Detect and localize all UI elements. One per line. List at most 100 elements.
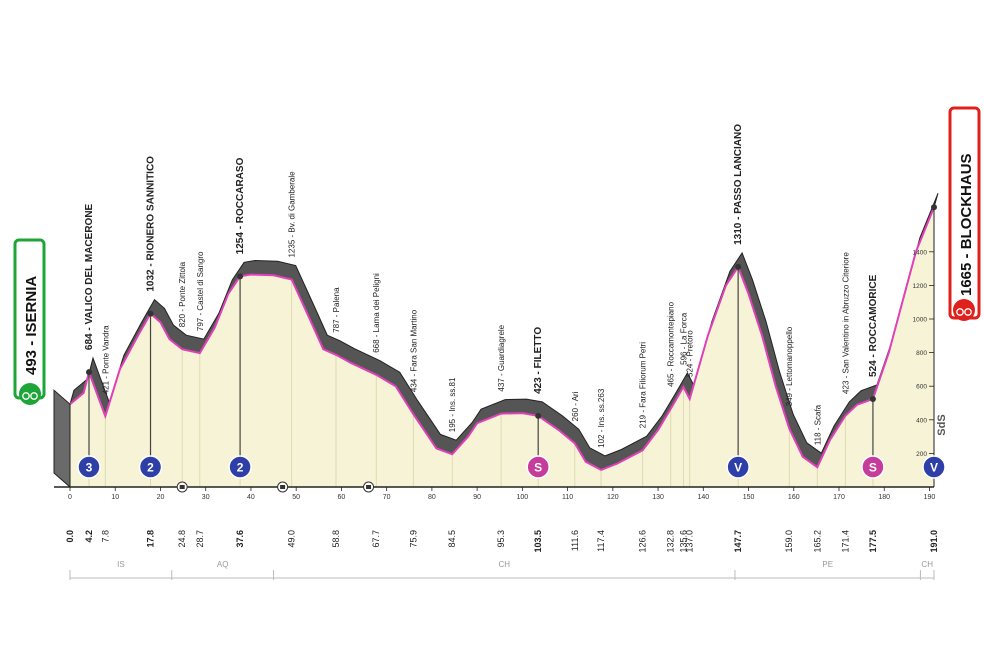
waypoint-km-label: 84.5 — [447, 530, 457, 548]
waypoint-km-label: 177.5 — [868, 530, 878, 553]
waypoint-km-label: 49.0 — [287, 530, 297, 548]
region-bar: IS AQ CH PE CH — [69, 560, 935, 580]
marker-label: S — [869, 461, 877, 475]
km-tick-label: 80 — [428, 494, 436, 501]
climb-category-marker: 3 — [77, 455, 101, 479]
altitude-tick-label: 1400 — [913, 249, 928, 256]
finish-badge: 1665 - BLOCKHAUS — [948, 106, 981, 321]
km-tick-label: 130 — [652, 494, 664, 501]
watermark-text: SdS — [936, 414, 948, 435]
waypoint-km-label: 191.0 — [929, 530, 939, 553]
waypoint-label: 349 - Lettomanoppello — [785, 326, 794, 406]
waypoint-label: 423 - San Valentino in Abruzzo Citeriore — [841, 252, 850, 394]
service-icon-glyph — [280, 485, 286, 489]
waypoint-dot — [735, 263, 742, 270]
waypoint-label: 260 - Ari — [571, 391, 580, 421]
waypoint-km-label: 111.6 — [570, 530, 580, 551]
waypoint-km-label: 132.8 — [666, 530, 676, 553]
km-tick-label: 70 — [383, 494, 391, 501]
climb-category-marker: V — [922, 455, 946, 479]
start-badge-label: 493 - ISERNIA — [23, 276, 40, 375]
waypoint-km-label: 171.4 — [840, 530, 850, 553]
finish-bike-icon — [956, 308, 964, 316]
waypoint-km-label: 126.6 — [638, 530, 648, 553]
waypoint-km-label: 137.0 — [685, 530, 695, 553]
finish-bike-icon-wheel — [964, 308, 972, 316]
waypoint-km-label: 147.7 — [733, 530, 743, 553]
km-tick-label: 140 — [697, 494, 709, 501]
km-tick-label: 120 — [607, 494, 619, 501]
marker-label: V — [734, 461, 742, 475]
waypoint-label: 668 - Lama dei Peligni — [372, 273, 381, 353]
profile-left-wall — [53, 389, 71, 489]
waypoint-dot — [237, 273, 244, 280]
waypoint-label: 524 - Pretoro — [686, 330, 695, 377]
sprint-marker: S — [861, 455, 885, 479]
km-tick-label: 50 — [292, 494, 300, 501]
km-tick-label: 0 — [68, 494, 72, 501]
sprint-marker: S — [526, 455, 550, 479]
km-tick-label: 100 — [517, 494, 529, 501]
altitude-tick-label: 200 — [916, 451, 927, 458]
km-tick-label: 30 — [202, 494, 210, 501]
start-bike-icon — [22, 392, 30, 400]
km-tick-label: 60 — [338, 494, 346, 501]
region-label: CH — [498, 560, 510, 569]
marker-circle — [922, 455, 946, 479]
marker-label: 3 — [86, 461, 93, 475]
km-ticks: 0 10 20 30 40 50 60 70 80 90 100 110 120 130 140 150 160… — [68, 487, 935, 501]
km-tick-label: 170 — [833, 494, 845, 501]
marker-circle — [726, 455, 750, 479]
marker-circle — [77, 455, 101, 479]
start-bike-icon-bg — [19, 383, 41, 405]
baseline-service-icon — [277, 481, 289, 493]
service-icon-glyph — [366, 485, 372, 489]
km-tick-label: 180 — [878, 494, 890, 501]
profile-ground-fill — [70, 207, 934, 488]
waypoint-label: 820 - Ponte Zittola — [178, 261, 187, 327]
finish-bike-icon-bg — [953, 299, 975, 321]
start-bike-icon-wheel — [30, 392, 38, 400]
waypoint-km-label: 24.8 — [177, 530, 187, 548]
altitude-tick-label: 1000 — [913, 317, 928, 324]
waypoint-km-label: 135.6 — [678, 530, 688, 553]
region-label: AQ — [217, 560, 229, 569]
waypoint-label: 118 - Scafa — [813, 404, 822, 445]
waypoint-label-bold: 423 - FILETTO — [533, 327, 544, 394]
finish-summit-dot — [931, 204, 937, 211]
marker-circle — [138, 455, 163, 479]
marker-circle — [228, 455, 252, 479]
waypoint-label: 421 - Ponte Vandra — [101, 325, 110, 394]
waypoint-km-label: 159.0 — [784, 530, 794, 553]
km-tick-label: 10 — [111, 494, 119, 501]
waypoint-label-bold: 1310 - PASSO LANCIANO — [733, 124, 744, 245]
marker-label: 2 — [237, 461, 244, 475]
waypoint-dot — [85, 369, 92, 376]
climb-category-marker: 2 — [228, 455, 252, 479]
waypoint-km-label: 28.7 — [195, 530, 205, 548]
km-tick-label: 190 — [924, 494, 936, 501]
waypoint-km-label: 67.7 — [371, 530, 381, 548]
waypoint-label: 437 - Guardiagrele — [497, 324, 506, 391]
waypoint-label: 596 - La Forca — [679, 312, 688, 365]
baseline-service-icon — [176, 481, 188, 493]
marker-label: S — [534, 461, 542, 475]
waypoint-label: 1235 - Bv. di Gamberale — [288, 171, 297, 258]
waypoint-km-label: 117.4 — [596, 530, 606, 552]
km-tick-label: 160 — [788, 494, 800, 501]
waypoint-km-label: 103.5 — [533, 530, 543, 553]
marker-circle — [526, 455, 550, 479]
waypoint-label: 465 - Roccamontepiano — [667, 301, 676, 386]
waypoint-label: 797 - Castel di Sangro — [196, 251, 205, 331]
waypoint-km-label: 7.8 — [100, 530, 110, 543]
waypoint-km-label: 165.2 — [812, 530, 822, 553]
km-tick-label: 150 — [743, 494, 755, 501]
waypoint-dot — [147, 310, 154, 317]
waypoint-km-label: 17.8 — [146, 530, 156, 548]
waypoint-km-label: 0.0 — [65, 530, 75, 543]
service-icon-glyph — [179, 485, 185, 489]
waypoint-label-bold: 684 - VALICO DEL MACERONE — [84, 203, 95, 350]
waypoint-label: 219 - Fara Filiorum Petri — [639, 342, 648, 428]
